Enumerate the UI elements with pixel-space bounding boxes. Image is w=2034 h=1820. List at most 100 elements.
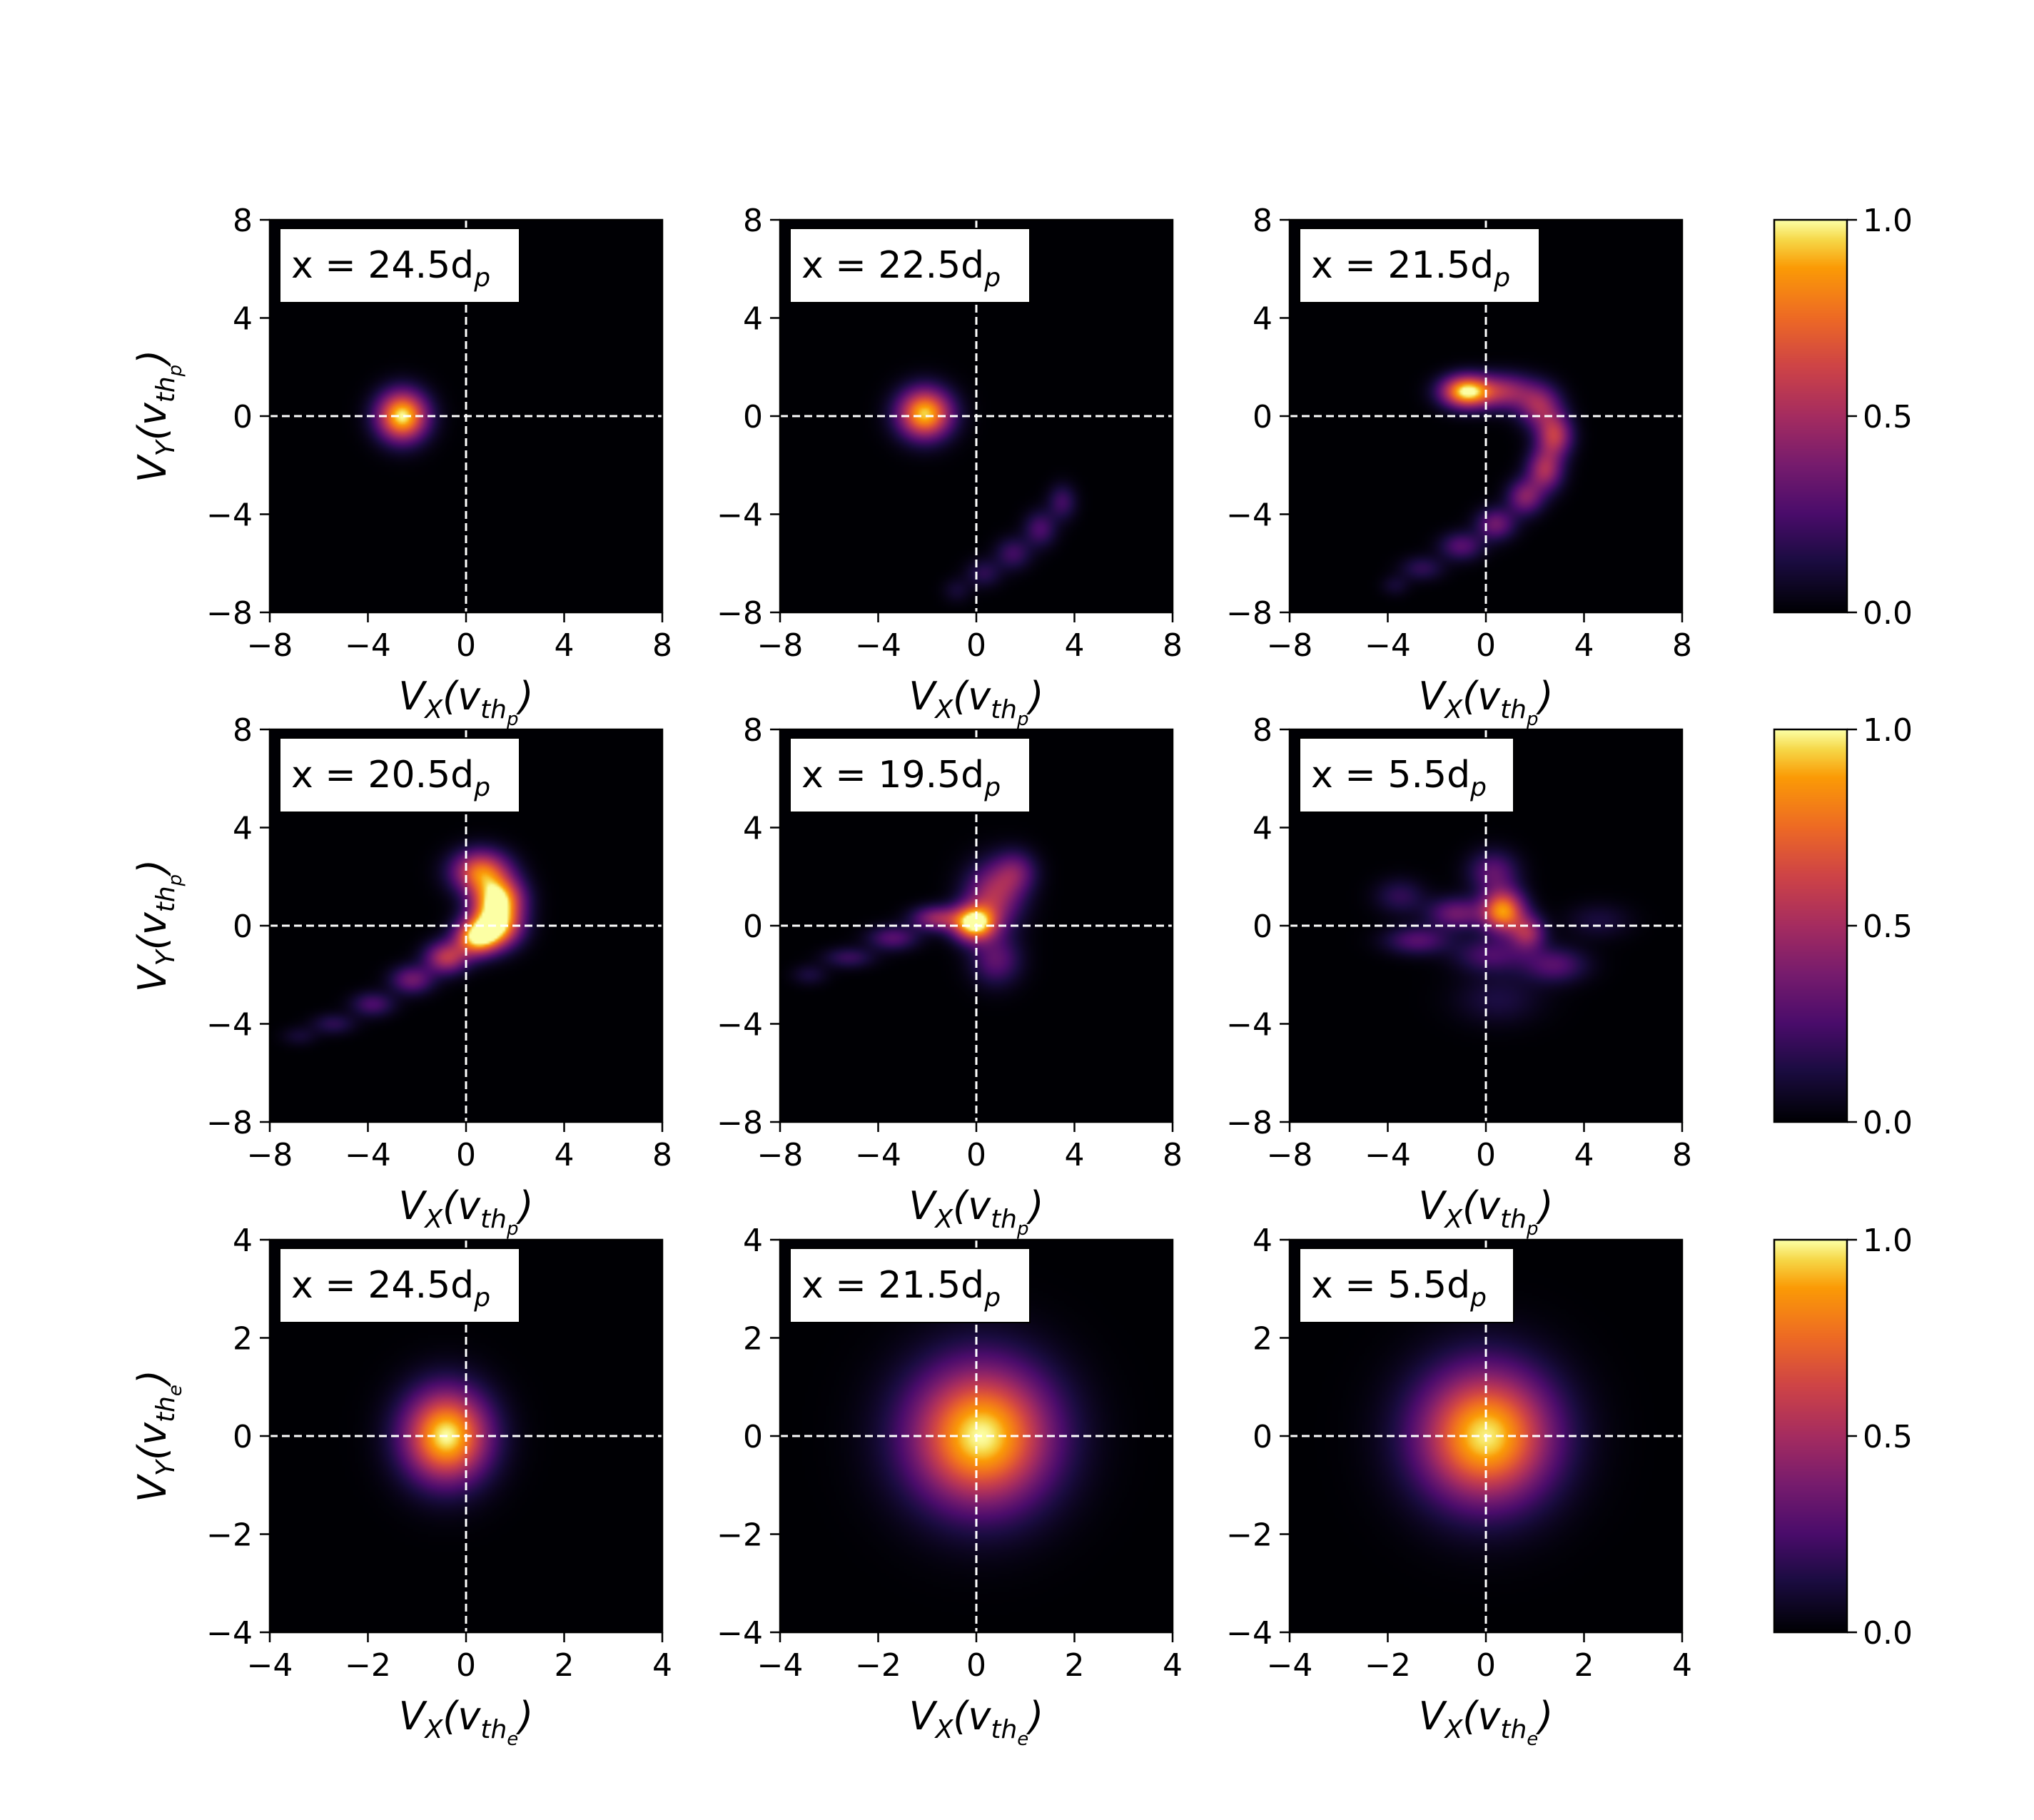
x-axis-label-var: v bbox=[1477, 1694, 1501, 1739]
x-tick-label: 8 bbox=[1163, 627, 1183, 664]
x-tick-label: −4 bbox=[345, 627, 391, 664]
x-tick-label: 4 bbox=[1672, 1647, 1692, 1684]
x-axis-label-var-sub: th bbox=[480, 1205, 507, 1234]
panel-label-text: x = 21.5d bbox=[801, 1264, 984, 1307]
x-axis-label-base: V bbox=[398, 674, 427, 719]
panel-r2-c1: −4 −2 0 2 4 −4 −2 0 2 4 x = 21.5dp bbox=[717, 1223, 1183, 1684]
x-axis-label-var: v bbox=[457, 1183, 481, 1228]
x-axis-label-sub: X bbox=[934, 1715, 954, 1744]
panel-label-subscript: p bbox=[983, 263, 1001, 293]
x-tick-label: 4 bbox=[1065, 627, 1085, 664]
x-tick-label: 0 bbox=[1476, 1137, 1496, 1173]
y-tick-label: −4 bbox=[1226, 1007, 1272, 1043]
panel-label-box bbox=[789, 737, 1031, 813]
y-axis-label-sub: Y bbox=[151, 438, 181, 456]
panel-label-text: x = 24.5d bbox=[291, 244, 474, 287]
x-axis-label-var: v bbox=[968, 1694, 991, 1739]
x-axis-label-base: V bbox=[909, 1183, 938, 1228]
x-tick-label: 2 bbox=[555, 1647, 575, 1684]
y-tick-label: 4 bbox=[233, 811, 253, 847]
y-tick-label: −8 bbox=[717, 595, 763, 632]
x-axis-label-r0-c2: VX(vthp) bbox=[1418, 674, 1553, 730]
y-tick-label: 0 bbox=[743, 399, 763, 435]
x-axis-label-species: e bbox=[1017, 1729, 1028, 1750]
y-axis-label-var-sub: th bbox=[151, 1396, 181, 1422]
x-axis-label-base: V bbox=[398, 1183, 427, 1228]
x-tick-label: −8 bbox=[247, 1137, 293, 1173]
x-axis-label-r1-c0: VX(vthp) bbox=[398, 1183, 533, 1240]
y-tick-label: 0 bbox=[233, 1419, 253, 1455]
x-axis-label-var-sub: th bbox=[1500, 695, 1527, 724]
x-tick-label: 0 bbox=[456, 1137, 476, 1173]
y-tick-label: −8 bbox=[1226, 1105, 1272, 1141]
x-tick-label: −4 bbox=[757, 1647, 804, 1684]
x-axis-label-var: v bbox=[968, 674, 991, 719]
panel-r0-c1: −8 −4 0 4 8 −8 −4 0 4 8 x = 22.5dp bbox=[717, 203, 1183, 664]
colorbar-gradient bbox=[1774, 729, 1847, 1122]
colorbar-gradient bbox=[1774, 220, 1847, 612]
x-axis-label-species: p bbox=[1526, 709, 1539, 730]
y-tick-label: 4 bbox=[1253, 811, 1272, 847]
x-axis-label-sub: X bbox=[933, 1205, 953, 1234]
y-tick-label: 0 bbox=[1253, 1419, 1272, 1455]
y-tick-label: −4 bbox=[717, 1007, 763, 1043]
y-axis-label-base: V bbox=[130, 963, 175, 992]
x-tick-label: 0 bbox=[1476, 627, 1496, 664]
x-axis-label-var-sub: th bbox=[991, 1715, 1017, 1744]
panel-label-text: x = 20.5d bbox=[291, 754, 474, 797]
y-tick-label: 4 bbox=[743, 811, 763, 847]
x-axis-label-base: V bbox=[909, 674, 938, 719]
x-tick-label: 4 bbox=[1574, 627, 1594, 664]
x-axis-label-var: v bbox=[1477, 1183, 1501, 1228]
y-tick-label: −4 bbox=[717, 1615, 763, 1652]
y-tick-label: 8 bbox=[743, 203, 763, 239]
panel-label-box bbox=[279, 228, 520, 303]
y-tick-label: 0 bbox=[1253, 399, 1272, 435]
x-tick-label: 8 bbox=[1163, 1137, 1183, 1173]
x-tick-label: 0 bbox=[1476, 1647, 1496, 1684]
x-axis-label-base: V bbox=[1418, 1183, 1447, 1228]
x-axis-label-sub: X bbox=[1443, 1205, 1463, 1234]
x-tick-label: −4 bbox=[855, 627, 901, 664]
panel-label-subscript: p bbox=[1493, 263, 1510, 293]
y-axis-label-base: V bbox=[130, 1473, 175, 1502]
x-tick-label: 4 bbox=[1163, 1647, 1183, 1684]
y-tick-label: −8 bbox=[206, 595, 253, 632]
panel-label-box bbox=[1299, 737, 1514, 813]
x-axis-label-r1-c1: VX(vthp) bbox=[909, 1183, 1043, 1240]
colorbar-tick-label: 1.0 bbox=[1863, 203, 1913, 239]
x-tick-label: −8 bbox=[1267, 1137, 1313, 1173]
y-tick-label: 2 bbox=[233, 1321, 253, 1358]
x-axis-label-var-sub: th bbox=[480, 695, 507, 724]
panel-label-text: x = 5.5d bbox=[1311, 1264, 1470, 1307]
y-tick-label: 0 bbox=[743, 909, 763, 945]
panel-label: x = 21.5dp bbox=[1311, 244, 1510, 293]
x-tick-label: 0 bbox=[456, 627, 476, 664]
colorbar-gradient bbox=[1774, 1240, 1847, 1632]
panel-label-subscript: p bbox=[1469, 1283, 1487, 1313]
y-axis-label-sub: Y bbox=[151, 948, 181, 966]
x-axis-label-sub: X bbox=[1443, 695, 1463, 724]
x-tick-label: −2 bbox=[345, 1647, 391, 1684]
panel-label-subscript: p bbox=[473, 263, 490, 293]
y-tick-label: −2 bbox=[1226, 1517, 1272, 1554]
y-tick-label: 0 bbox=[1253, 909, 1272, 945]
panel-label: x = 19.5dp bbox=[801, 754, 1001, 802]
panel-label-subscript: p bbox=[983, 1283, 1001, 1313]
x-axis-label-var: v bbox=[968, 1183, 991, 1228]
y-axis-label-r1: VY(vthp) bbox=[130, 859, 186, 993]
x-tick-label: 4 bbox=[1574, 1137, 1594, 1173]
panel-label-subscript: p bbox=[1469, 773, 1487, 802]
x-tick-label: 8 bbox=[652, 627, 672, 664]
y-axis-label-species: p bbox=[165, 874, 186, 887]
colorbar-tick-label: 0.5 bbox=[1863, 909, 1913, 945]
panel-r2-c2: −4 −2 0 2 4 −4 −2 0 2 4 x = 5.5dp bbox=[1226, 1223, 1692, 1684]
y-axis-label-var: v bbox=[130, 911, 175, 935]
x-tick-label: −4 bbox=[855, 1137, 901, 1173]
x-tick-label: 4 bbox=[555, 1137, 575, 1173]
y-axis-label-r2: VY(vthe) bbox=[130, 1370, 186, 1502]
x-axis-label-species: e bbox=[507, 1729, 518, 1750]
x-axis-label-var-sub: th bbox=[480, 1715, 507, 1744]
